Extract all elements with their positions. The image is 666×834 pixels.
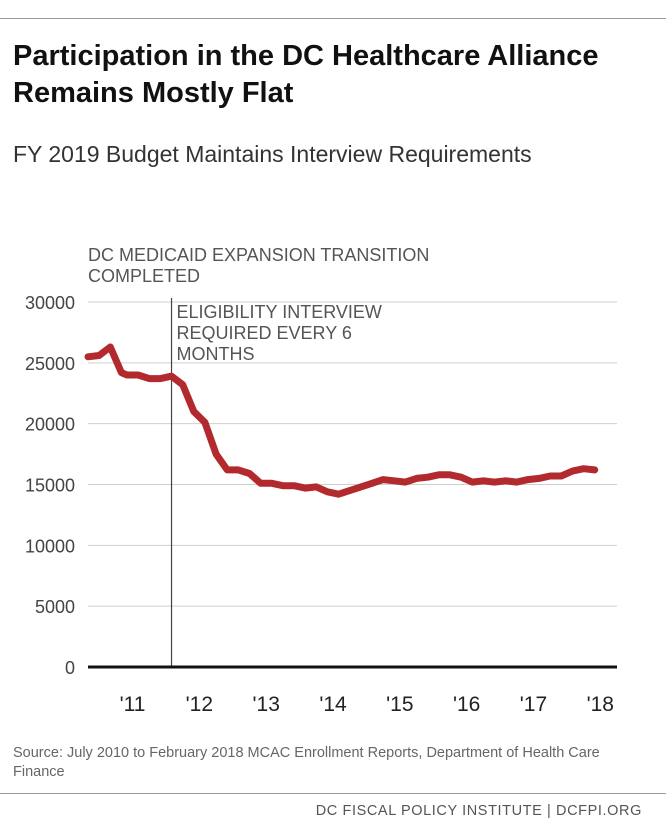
x-tick-label: '15 xyxy=(386,693,413,716)
y-tick-label: 25000 xyxy=(25,354,75,374)
y-tick-label: 30000 xyxy=(25,293,75,313)
y-axis-ticks: 0 5000 10000 15000 20000 25000 30000 xyxy=(25,293,75,678)
x-tick-label: '12 xyxy=(186,693,213,716)
enrollment-line xyxy=(84,343,599,498)
x-tick-label: '13 xyxy=(253,693,280,716)
y-tick-label: 10000 xyxy=(25,536,75,556)
annotation-text: COMPLETED xyxy=(88,266,200,286)
x-tick-label: '17 xyxy=(520,693,547,716)
y-tick-label: 0 xyxy=(65,658,75,678)
y-tick-label: 20000 xyxy=(25,415,75,435)
bottom-rule xyxy=(0,793,666,794)
y-tick-label: 5000 xyxy=(35,597,75,617)
annotation-text: MONTHS xyxy=(177,344,255,364)
annotation-text: REQUIRED EVERY 6 xyxy=(177,323,352,343)
annotation-text: DC MEDICAID EXPANSION TRANSITION xyxy=(88,245,429,265)
source-note: Source: July 2010 to February 2018 MCAC … xyxy=(13,745,600,780)
annotations: DC MEDICAID EXPANSION TRANSITIONCOMPLETE… xyxy=(88,245,429,667)
x-tick-label: '16 xyxy=(453,693,480,716)
x-tick-label: '14 xyxy=(319,693,347,716)
line-chart: 0 5000 10000 15000 20000 25000 30000 DC MEDICA… xyxy=(25,245,617,716)
footer-credit: DC FISCAL POLICY INSTITUTE | DCFPI.ORG xyxy=(315,803,642,819)
series-layer xyxy=(84,343,599,498)
top-rule xyxy=(0,18,666,19)
x-tick-label: '11 xyxy=(120,693,146,716)
chart-subtitle: FY 2019 Budget Maintains Interview Requi… xyxy=(13,141,532,167)
chart-title: Participation in the DC Healthcare Allia… xyxy=(13,40,599,109)
annotation-text: ELIGIBILITY INTERVIEW xyxy=(177,302,382,322)
gridlines xyxy=(88,301,617,607)
y-tick-label: 15000 xyxy=(25,476,75,496)
x-tick-label: '18 xyxy=(587,693,614,716)
x-axis-ticks: '11 '12 '13 '14 '15 '16 '17 '18 xyxy=(120,693,614,716)
